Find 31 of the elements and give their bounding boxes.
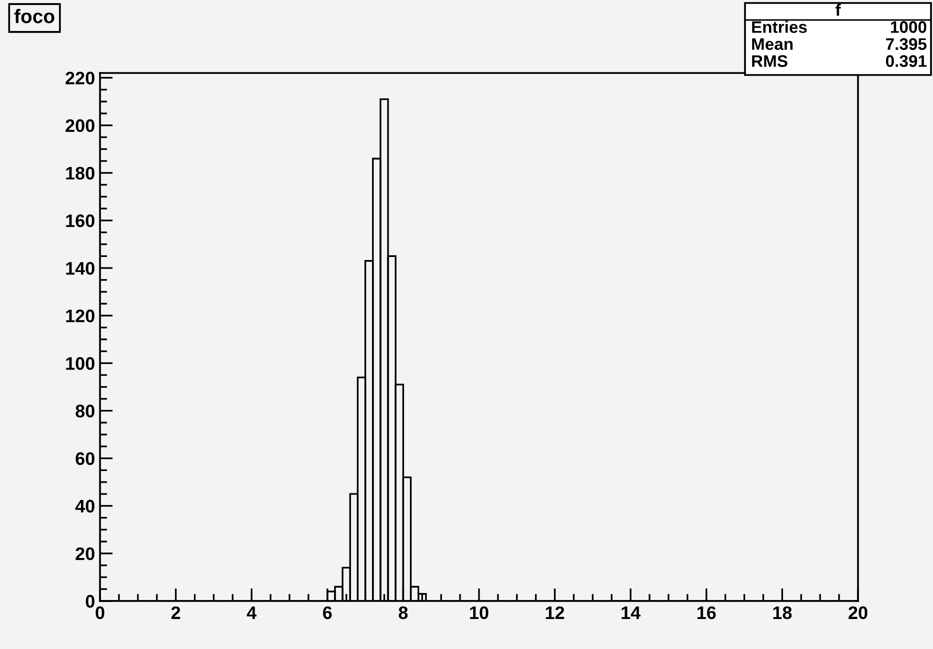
x-tick-label: 6 (323, 606, 332, 620)
text: 7.395 (886, 38, 927, 50)
x-tick-label: 16 (697, 606, 716, 620)
x-tick-label: 20 (848, 606, 868, 620)
text: Mean (752, 38, 793, 50)
y-tick-label: 60 (76, 452, 94, 466)
y-tick-label: 180 (66, 166, 94, 180)
x-tick-label: 18 (773, 606, 792, 620)
x-tick-label: 10 (470, 606, 488, 620)
text: Entries (752, 20, 807, 33)
chart-title: foco (14, 8, 54, 24)
x-tick-label: 4 (246, 606, 257, 619)
y-tick-label: 0 (86, 594, 94, 608)
y-tick-label: 220 (66, 72, 94, 84)
y-tick-label: 80 (76, 404, 94, 418)
x-tick-label: 2 (171, 606, 180, 619)
y-tick-label: 20 (76, 547, 94, 560)
y-tick-label: 160 (66, 214, 94, 228)
x-tick-label: 0 (96, 606, 104, 620)
y-tick-label: 40 (75, 500, 94, 513)
text: f (836, 4, 841, 16)
text: RMS (752, 55, 788, 67)
text: 1000 (890, 21, 926, 33)
text: 0.391 (886, 55, 927, 67)
x-tick-label: 12 (546, 606, 564, 619)
y-tick-label: 100 (66, 357, 94, 370)
y-tick-label: 140 (66, 262, 94, 275)
y-tick-label: 200 (66, 119, 94, 132)
x-tick-label: 8 (398, 606, 408, 620)
y-tick-label: 120 (66, 310, 94, 322)
x-tick-label: 14 (622, 606, 641, 619)
